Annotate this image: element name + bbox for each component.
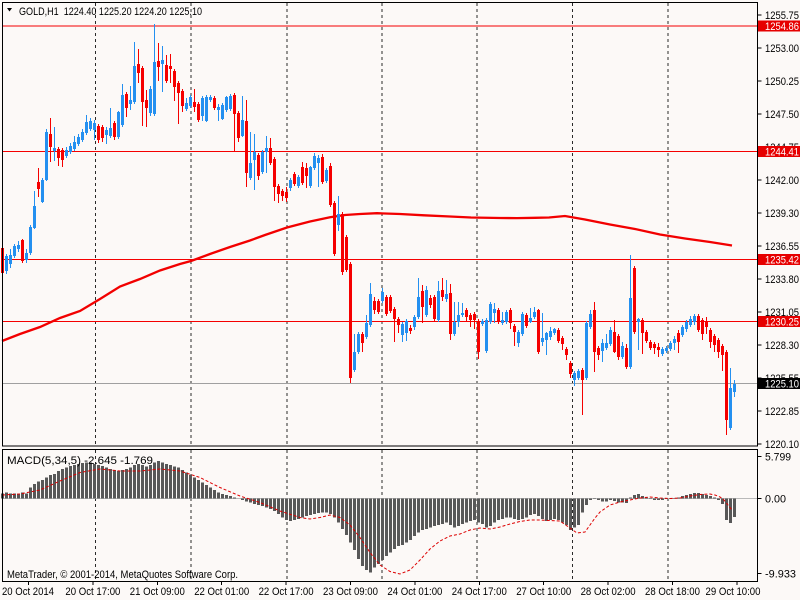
svg-text:5.799: 5.799 [765, 452, 791, 464]
svg-text:28 Oct 18:00: 28 Oct 18:00 [645, 586, 700, 598]
svg-text:1233.80: 1233.80 [765, 274, 799, 286]
svg-text:MetaTrader, © 2001-2014, MetaQ: MetaTrader, © 2001-2014, MetaQuotes Soft… [7, 569, 238, 581]
svg-text:1230.25: 1230.25 [765, 317, 799, 329]
svg-text:1255.75: 1255.75 [765, 10, 799, 22]
svg-text:22 Oct 01:00: 22 Oct 01:00 [194, 586, 249, 598]
svg-text:1222.85: 1222.85 [765, 406, 799, 418]
svg-text:1253.00: 1253.00 [765, 43, 799, 55]
svg-text:1244.41: 1244.41 [765, 146, 799, 158]
svg-text:28 Oct 02:00: 28 Oct 02:00 [581, 586, 636, 598]
svg-text:20 Oct 17:00: 20 Oct 17:00 [65, 586, 120, 598]
svg-text:0.00: 0.00 [765, 494, 786, 506]
svg-text:27 Oct 10:00: 27 Oct 10:00 [516, 586, 571, 598]
svg-text:1239.30: 1239.30 [765, 208, 799, 220]
svg-text:20 Oct 2014: 20 Oct 2014 [2, 586, 54, 598]
svg-text:1235.42: 1235.42 [765, 254, 799, 266]
svg-text:29 Oct 10:00: 29 Oct 10:00 [706, 586, 761, 598]
svg-text:22 Oct 17:00: 22 Oct 17:00 [259, 586, 314, 598]
svg-text:23 Oct 09:00: 23 Oct 09:00 [323, 586, 378, 598]
svg-text:1231.05: 1231.05 [765, 307, 799, 319]
svg-text:21 Oct 09:00: 21 Oct 09:00 [130, 586, 185, 598]
svg-text:1247.50: 1247.50 [765, 109, 799, 121]
svg-text:1228.30: 1228.30 [765, 340, 799, 352]
svg-text:1220.10: 1220.10 [765, 439, 799, 451]
svg-text:GOLD,H1 1224.40 1225.20 1224.: GOLD,H1 1224.40 1225.20 1224.20 1225.10 [19, 6, 202, 18]
svg-text:24 Oct 17:00: 24 Oct 17:00 [452, 586, 507, 598]
svg-text:1242.00: 1242.00 [765, 175, 799, 187]
svg-text:1250.25: 1250.25 [765, 76, 799, 88]
svg-text:MACD(5,34,5) -2.645 -1.769: MACD(5,34,5) -2.645 -1.769 [7, 455, 153, 467]
svg-text:1254.86: 1254.86 [765, 21, 799, 33]
svg-text:-9.933: -9.933 [765, 569, 796, 581]
svg-text:1236.55: 1236.55 [765, 241, 799, 253]
svg-text:24 Oct 01:00: 24 Oct 01:00 [387, 586, 442, 598]
svg-text:1225.10: 1225.10 [765, 379, 799, 391]
